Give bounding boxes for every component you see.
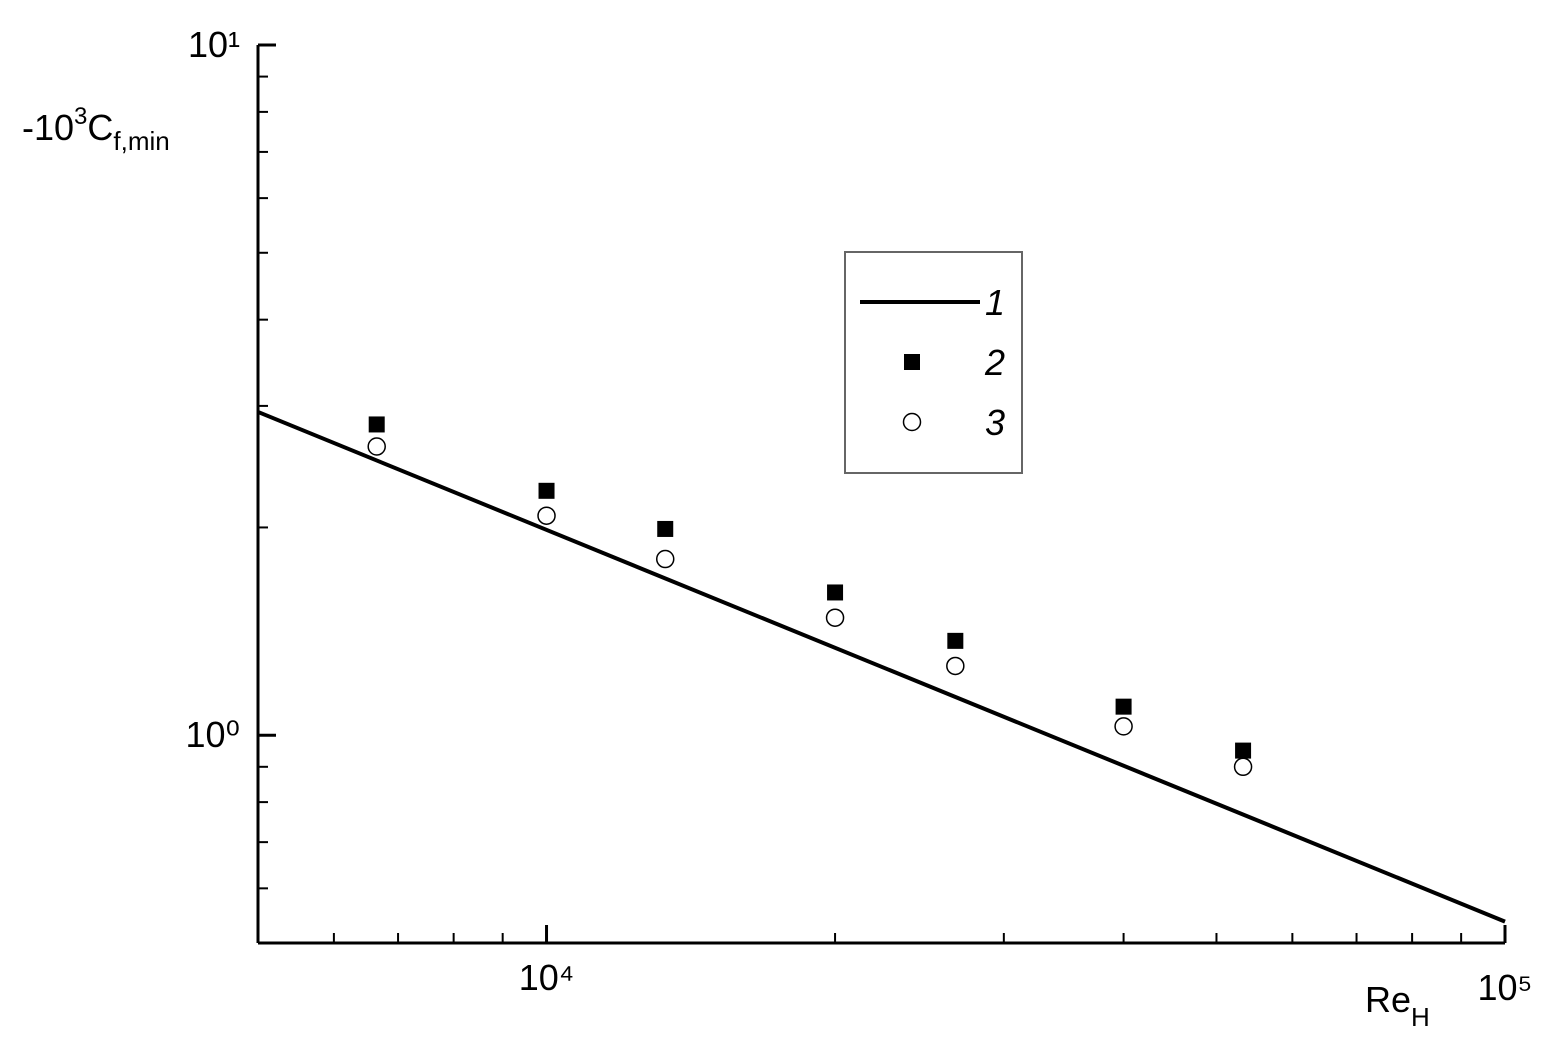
x-label-part: Re: [1365, 979, 1411, 1020]
x-tick-label: 10⁵: [1478, 967, 1533, 1008]
circle-point: [367, 437, 386, 456]
square-point: [1115, 698, 1132, 715]
legend-circle: [902, 412, 922, 432]
circle-point: [1233, 757, 1253, 777]
legend-label: 3: [985, 402, 1005, 443]
y-tick-label: 10⁰: [186, 714, 240, 755]
square-point: [657, 520, 674, 537]
square-point: [947, 632, 964, 649]
y-label-part: C: [87, 107, 113, 148]
square-point: [1235, 742, 1252, 759]
circle-point: [1114, 717, 1133, 736]
circle-point: [825, 608, 845, 627]
x-tick-label: 10⁴: [519, 957, 575, 998]
x-axis-label: ReH: [1365, 979, 1430, 1032]
y-tick-label: 10¹: [188, 24, 240, 65]
legend-label: 2: [984, 342, 1005, 383]
circle-point: [946, 656, 965, 676]
square-point: [368, 416, 385, 433]
square-point: [538, 482, 555, 499]
circle-point: [655, 549, 675, 569]
circle-point: [537, 506, 556, 525]
legend-label: 1: [985, 282, 1005, 323]
x-label-sub: H: [1411, 1002, 1430, 1032]
legend-box: [844, 251, 1023, 474]
legend-square: [904, 354, 920, 370]
data-line: [257, 410, 1506, 924]
square-point: [827, 584, 844, 601]
y-label-sub: f,min: [113, 126, 169, 156]
y-label-part: -10: [22, 107, 74, 148]
y-axis-label: -103Cf,min: [22, 103, 170, 156]
y-label-sup: 3: [74, 103, 87, 130]
